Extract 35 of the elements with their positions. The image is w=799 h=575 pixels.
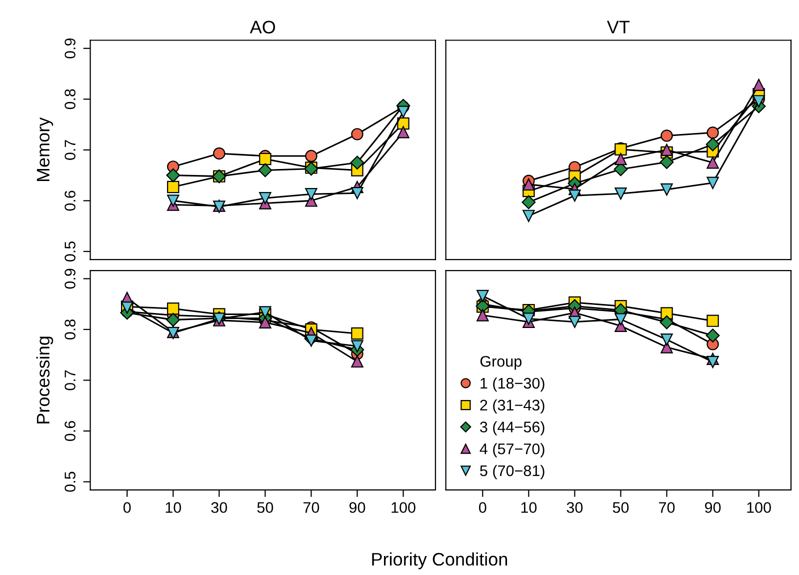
y-tick-label: 0.6 — [64, 421, 76, 442]
legend-title: Group — [480, 356, 522, 370]
y-tick-label: 0.5 — [64, 241, 76, 262]
x-tick-label: 30 — [566, 502, 583, 513]
legend-label: 2 (31−43) — [480, 399, 544, 414]
x-tick-label: 10 — [521, 502, 537, 513]
y-tick-label: 0.8 — [64, 89, 76, 110]
y-tick-label: 0.8 — [64, 320, 76, 340]
y-tick-label: 0.9 — [64, 268, 76, 289]
legend-label: 4 (57−70) — [480, 443, 544, 458]
x-tick-label: 100 — [747, 502, 771, 513]
x-tick-label: 0 — [123, 502, 131, 513]
x-tick-label: 90 — [349, 502, 366, 513]
chart-title: VT — [606, 20, 630, 34]
x-tick-label: 0 — [478, 502, 486, 513]
x-tick-label: 50 — [612, 502, 629, 513]
y-axis-title: Memory — [36, 117, 54, 182]
x-tick-label: 70 — [303, 502, 320, 513]
legend-label: 1 (18−30) — [480, 377, 544, 392]
y-tick-label: 0.9 — [64, 38, 76, 58]
y-tick-label: 0.5 — [64, 472, 76, 492]
x-tick-label: 50 — [257, 502, 274, 513]
x-tick-label: 30 — [211, 502, 228, 513]
y-tick-label: 0.7 — [64, 140, 76, 160]
y-tick-label: 0.6 — [64, 190, 76, 211]
legend-label: 5 (70−81) — [480, 464, 544, 480]
x-axis-title: Priority Condition — [372, 552, 508, 570]
x-tick-label: 10 — [166, 502, 182, 513]
x-tick-label: 100 — [392, 502, 416, 513]
y-axis-title: Processing — [36, 336, 54, 424]
x-tick-label: 70 — [659, 502, 675, 513]
legend-label: 3 (44−56) — [480, 421, 544, 436]
chart-title: AO — [250, 20, 276, 34]
y-tick-label: 0.7 — [64, 370, 76, 390]
x-tick-label: 90 — [704, 502, 721, 513]
